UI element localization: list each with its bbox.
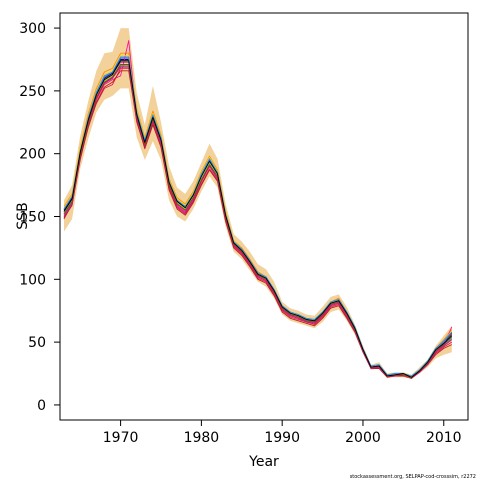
x-tick-label: 1980	[184, 430, 220, 446]
series-line	[63, 61, 453, 378]
uncertainty-band-layer	[64, 28, 452, 379]
y-tick-label: 300	[19, 21, 46, 37]
series-line	[63, 67, 453, 378]
x-tick-label: 2010	[426, 430, 462, 446]
series-line	[63, 57, 453, 378]
uncertainty-band	[64, 28, 452, 379]
series-line	[63, 64, 453, 378]
series-line	[63, 40, 453, 378]
y-axis-title: SSB	[15, 202, 31, 229]
series-line	[63, 59, 453, 378]
series-line	[63, 55, 453, 377]
series-line	[63, 66, 453, 378]
series-line	[63, 70, 452, 379]
credit-text: stockassessment.org, SELPAP-cod-crosssim…	[350, 474, 476, 480]
y-tick-label: 250	[19, 84, 46, 100]
y-tick-label: 100	[19, 272, 46, 288]
series-line	[63, 56, 453, 377]
x-tick-label: 1990	[264, 430, 300, 446]
x-axis: 1970 1980 1990 2000 2010	[103, 420, 462, 446]
y-axis: 0 50 100 150 200 250 300	[19, 21, 60, 414]
series-line	[63, 64, 453, 378]
x-tick-label: 2000	[345, 430, 381, 446]
series-layer	[63, 40, 453, 379]
x-tick-label: 1970	[103, 430, 139, 446]
series-line	[63, 60, 453, 378]
x-axis-title: Year	[248, 454, 279, 470]
series-line	[63, 65, 453, 378]
series-line	[63, 60, 453, 378]
y-tick-label: 150	[19, 210, 46, 226]
y-tick-label: 0	[37, 398, 46, 414]
y-tick-label: 50	[28, 335, 46, 351]
y-tick-label: 200	[19, 147, 46, 163]
series-line	[63, 52, 453, 377]
